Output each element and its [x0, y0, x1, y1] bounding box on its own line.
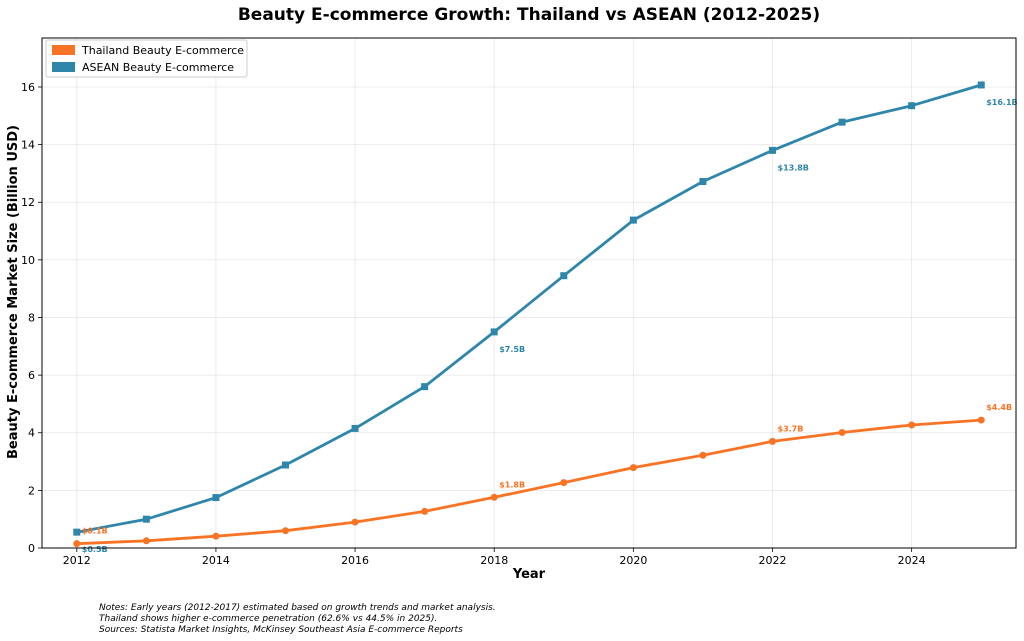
- data-point-asean: [769, 146, 776, 154]
- y-tick-label: 2: [28, 484, 35, 497]
- x-tick-label: 2012: [63, 554, 91, 567]
- series-line-thailand: [75, 418, 983, 546]
- legend-box: [45, 39, 248, 78]
- y-tick-label: 12: [21, 196, 35, 209]
- y-tick-label: 14: [21, 139, 35, 152]
- data-point-thailand: [699, 451, 707, 459]
- data-point-thailand: [977, 416, 985, 424]
- x-tick-label: 2014: [202, 554, 230, 567]
- y-axis-label: Beauty E-commerce Market Size (Billion U…: [6, 125, 21, 459]
- data-point-asean: [908, 102, 916, 110]
- x-tick-label: 2018: [480, 554, 508, 567]
- data-labels: $0.1B $1.8B $3.7B $4.4B $0.5B $7.5B $13.8B $16.…: [82, 98, 1018, 554]
- chart-notes: Notes: Early years (2012-2017) estimated…: [99, 603, 496, 636]
- data-point-asean: [977, 81, 985, 89]
- note-line: Sources: Statista Market Insights, McKin…: [99, 625, 463, 635]
- data-label-asean: $13.8B: [778, 163, 809, 172]
- data-point-asean: [629, 216, 637, 224]
- data-point-thailand: [212, 532, 220, 540]
- data-label-thailand: $3.7B: [778, 424, 804, 433]
- data-point-asean: [838, 118, 846, 126]
- x-axis-label: Year: [512, 567, 546, 582]
- data-label-asean: $7.5B: [499, 345, 525, 354]
- x-tick-label: 2016: [341, 554, 369, 567]
- legend-label-thailand: Thailand Beauty E-commerce: [81, 44, 244, 57]
- grid: [42, 38, 1016, 549]
- series-layer: [73, 81, 985, 548]
- data-point-thailand: [838, 428, 846, 436]
- data-point-thailand: [142, 537, 150, 545]
- data-point-asean: [282, 461, 289, 469]
- y-tick-label: 8: [28, 311, 35, 324]
- data-point-asean: [351, 424, 359, 432]
- data-point-thailand: [490, 493, 498, 501]
- note-line: Notes: Early years (2012-2017) estimated…: [99, 603, 496, 613]
- chart-title: Beauty E-commerce Growth: Thailand vs AS…: [238, 5, 820, 25]
- note-line: Thailand shows higher e-commerce penetra…: [99, 614, 438, 624]
- y-tick-label: 4: [28, 427, 35, 440]
- data-label-asean: $16.1B: [986, 98, 1017, 107]
- data-point-thailand: [908, 421, 916, 429]
- axis-ticks: 2012 2014 2016 2018 2020 2022 2024 0 2 4 6 8 10 12 14 1…: [21, 81, 926, 567]
- x-tick-label: 2020: [619, 554, 647, 567]
- y-tick-label: 0: [28, 542, 35, 555]
- legend-label-asean: ASEAN Beauty E-commerce: [82, 61, 234, 74]
- data-point-thailand: [282, 527, 289, 535]
- data-point-thailand: [73, 540, 81, 548]
- data-point-asean: [142, 515, 150, 523]
- data-point-thailand: [351, 518, 359, 526]
- legend-swatch-asean: [52, 62, 75, 72]
- series-line-asean: [75, 83, 983, 534]
- legend-swatch-thailand: [52, 45, 75, 55]
- x-tick-label: 2024: [898, 554, 926, 567]
- y-tick-label: 6: [28, 369, 35, 382]
- data-point-asean: [699, 177, 707, 185]
- data-point-asean: [421, 383, 429, 391]
- plot-frame: [41, 37, 1017, 549]
- x-tick-label: 2022: [759, 554, 787, 567]
- data-label-asean: $0.5B: [82, 545, 108, 554]
- data-point-asean: [212, 494, 220, 502]
- data-point-thailand: [629, 464, 637, 472]
- data-label-thailand: $4.4B: [986, 403, 1012, 412]
- data-label-thailand: $0.1B: [82, 527, 108, 536]
- legend: Thailand Beauty E-commerce ASEAN Beauty …: [45, 39, 248, 78]
- data-label-thailand: $1.8B: [499, 480, 525, 489]
- data-point-thailand: [421, 507, 429, 515]
- data-point-thailand: [769, 437, 776, 445]
- data-point-asean: [73, 528, 81, 536]
- data-point-asean: [560, 272, 568, 280]
- data-point-asean: [490, 328, 498, 336]
- y-tick-label: 16: [21, 81, 35, 94]
- data-point-thailand: [560, 479, 568, 487]
- y-tick-label: 10: [21, 254, 35, 267]
